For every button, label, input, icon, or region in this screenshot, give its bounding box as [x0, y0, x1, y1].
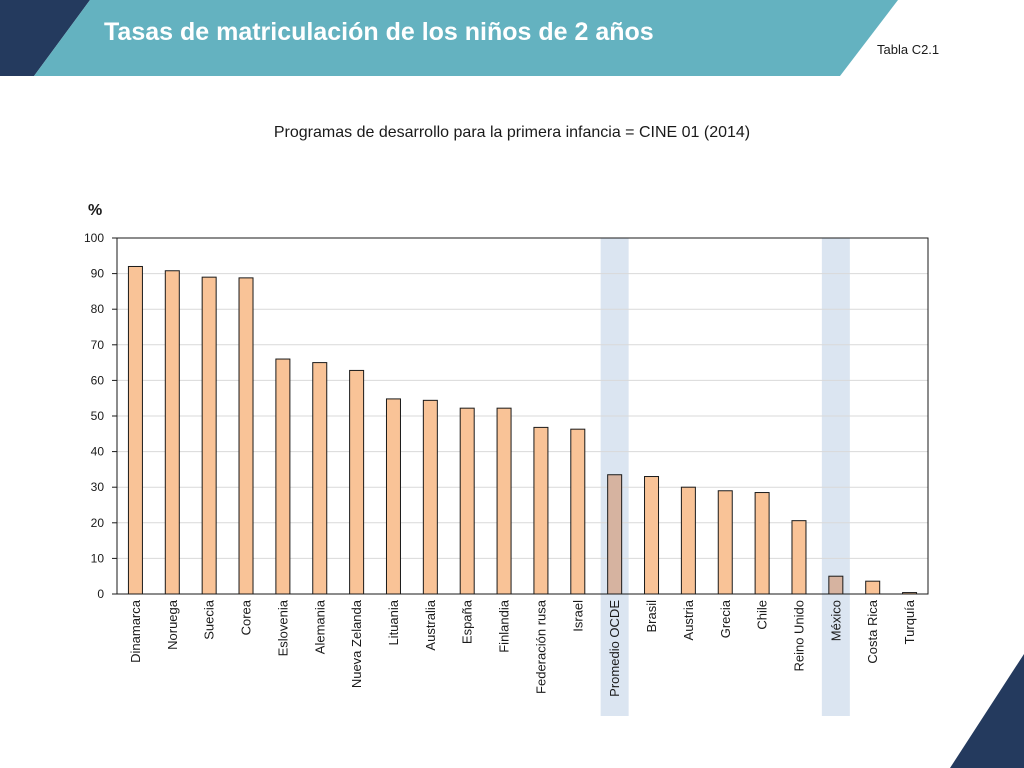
x-tick-label: Turquía	[902, 599, 917, 644]
y-tick-label: 100	[84, 231, 104, 245]
x-tick-label: Alemania	[312, 599, 327, 654]
x-tick-label: Austria	[681, 599, 696, 640]
y-tick-label: 90	[91, 267, 105, 281]
x-tick-label: Promedio OCDE	[607, 600, 622, 697]
x-tick-label: Federación rusa	[533, 599, 548, 694]
x-tick-label: Noruega	[165, 599, 180, 650]
x-tick-label: Eslovenia	[275, 599, 290, 656]
y-tick-label: 40	[91, 445, 105, 459]
x-tick-label: México	[828, 600, 843, 641]
x-tick-label: Nueva Zelanda	[349, 599, 364, 688]
x-tick-label: Dinamarca	[128, 599, 143, 663]
x-tick-label: Corea	[239, 599, 254, 635]
highlight-band	[821, 238, 850, 716]
y-tick-label: 80	[91, 302, 105, 316]
y-tick-label: 30	[91, 480, 105, 494]
x-tick-label: Chile	[755, 600, 770, 630]
x-tick-label: Costa Rica	[865, 599, 880, 663]
x-tick-label: Lituania	[386, 599, 401, 645]
y-axis-unit-label: %	[88, 202, 103, 219]
y-tick-label: 0	[97, 587, 104, 601]
y-tick-label: 60	[91, 373, 105, 387]
table-reference: Tabla C2.1	[877, 42, 940, 57]
x-tick-label: Reino Unido	[791, 600, 806, 672]
chart-title: Programas de desarrollo para la primera …	[273, 124, 751, 141]
x-tick-label: España	[460, 599, 475, 644]
x-tick-label: Australia	[423, 599, 438, 650]
y-tick-label: 70	[91, 338, 105, 352]
header-banner	[0, 0, 898, 76]
x-tick-label: Brasil	[644, 600, 659, 633]
banner-navy-stripe	[0, 0, 90, 76]
page-title: Tasas de matriculación de los niños de 2…	[104, 18, 654, 46]
x-tick-label: Suecia	[202, 599, 217, 640]
x-tick-label: Finlandia	[497, 599, 512, 653]
banner-teal-stripe	[34, 0, 898, 76]
x-tick-label: Grecia	[718, 599, 733, 638]
y-tick-label: 20	[91, 516, 105, 530]
y-tick-label: 10	[91, 551, 105, 565]
y-tick-label: 50	[91, 409, 105, 423]
x-tick-label: Israel	[570, 600, 585, 632]
corner-navy-triangle	[950, 654, 1024, 768]
